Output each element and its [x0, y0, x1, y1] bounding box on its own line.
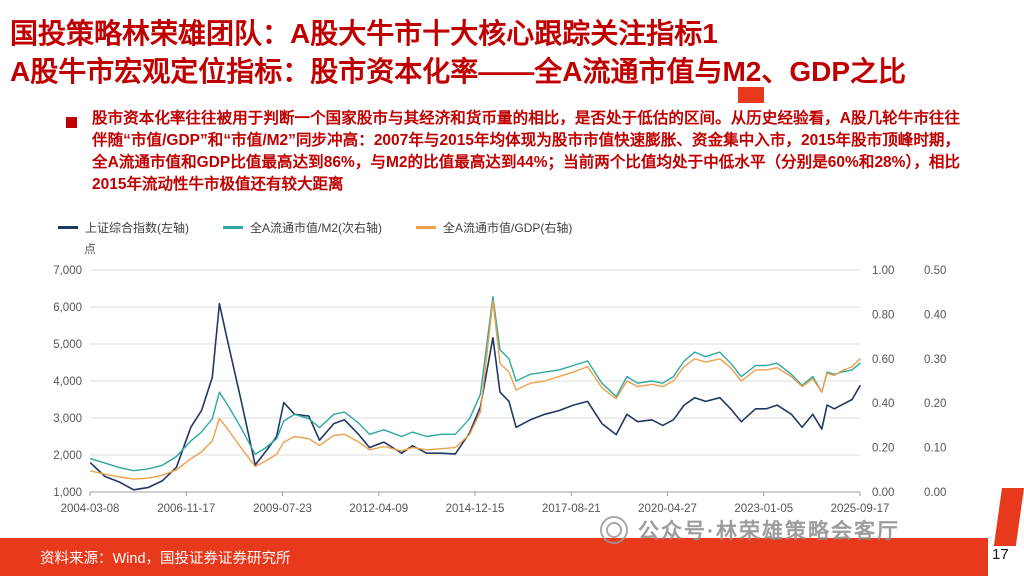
x-axis-tick: 2025-09-17: [831, 503, 890, 515]
x-axis-tick: 2006-11-17: [157, 503, 215, 515]
right_inner-axis-tick: 0.60: [872, 354, 894, 366]
legend-label-mcap-gdp: 全A流通市值/GDP(右轴): [443, 221, 573, 235]
bullet-square-icon: [66, 117, 77, 128]
legend-marker-mcap-m2: [223, 226, 243, 229]
legend-item-mcap-m2: 全A流通市值/M2(次右轴): [223, 219, 382, 236]
watermark-text: 公众号·林荣雄策略会客厅: [638, 520, 900, 543]
left-axis-tick: 4,000: [53, 376, 82, 388]
page-number: 17: [992, 546, 1009, 563]
left-axis-unit-label: 点: [84, 242, 97, 256]
right_inner-axis-tick: 1.00: [872, 265, 894, 277]
page-title-line-1: 国投策略林荣雄团队：A股大牛市十大核心跟踪关注指标1: [10, 18, 718, 49]
right_inner-axis-tick: 0.20: [872, 443, 894, 455]
legend-item-shcomp: 上证综合指数(左轴): [58, 219, 189, 236]
right_outer-axis-tick: 0.40: [924, 309, 946, 321]
x-axis-tick: 2012-04-09: [349, 503, 408, 515]
watermark: 公众号·林荣雄策略会客厅: [600, 515, 900, 545]
x-axis-tick: 2009-07-23: [253, 503, 312, 515]
left-axis-tick: 7,000: [53, 265, 82, 277]
x-axis-tick: 2017-08-21: [542, 503, 601, 515]
series-line-shcomp: [89, 302, 861, 491]
right_inner-axis-tick: 0.80: [872, 309, 894, 321]
source-text: 资料来源：Wind，国投证券证券研究所: [40, 550, 291, 567]
chart-svg: 7,000 6,000 5,000 4,000 3,000 2,000 1,000 1.00 0…: [53, 265, 946, 515]
right_inner-axis-tick: 0.40: [872, 398, 894, 410]
x-axis-tick: 2014-12-15: [446, 503, 505, 515]
left-axis-tick: 6,000: [53, 302, 82, 314]
legend-item-mcap-gdp: 全A流通市值/GDP(右轴): [416, 219, 572, 236]
legend-marker-mcap-gdp: [416, 226, 437, 229]
legend-label-shcomp: 上证综合指数(左轴): [85, 221, 189, 235]
x-axis-tick: 2004-03-08: [61, 503, 120, 515]
left-axis-tick: 5,000: [53, 339, 82, 351]
right_outer-axis-tick: 0.00: [924, 487, 946, 499]
left-axis-tick: 2,000: [53, 450, 82, 462]
x-axis-tick: 2020-04-27: [638, 503, 697, 515]
x-axis-tick: 2023-01-05: [734, 503, 793, 515]
right_outer-axis-tick: 0.30: [924, 354, 946, 366]
series-line-mcap-gdp: [90, 300, 861, 480]
right_outer-axis-tick: 0.20: [924, 398, 946, 410]
watermark-logo-icon: [600, 516, 628, 544]
footer-bar: 资料来源：Wind，国投证券证券研究所: [0, 538, 988, 576]
right_outer-axis-tick: 0.10: [924, 443, 946, 455]
left-axis-tick: 3,000: [53, 413, 82, 425]
left-axis-tick: 1,000: [53, 487, 82, 499]
legend-marker-shcomp: [58, 226, 78, 229]
red-accent-block: [738, 87, 764, 103]
right_inner-axis-tick: 0.00: [872, 487, 894, 499]
series-line-mcap-m2: [90, 295, 861, 472]
chart-legend: 上证综合指数(左轴) 全A流通市值/M2(次右轴) 全A流通市值/GDP(右轴): [58, 219, 572, 236]
legend-label-mcap-m2: 全A流通市值/M2(次右轴): [250, 221, 383, 235]
right_outer-axis-tick: 0.50: [924, 265, 946, 277]
key-point-text: 股市资本化率往往被用于判断一个国家股市与其经济和货币量的相比，是否处于低估的区间…: [92, 110, 960, 194]
page-title-line-2: A股牛市宏观定位指标：股市资本化率——全A流通市值与M2、GDP之比: [10, 56, 907, 87]
